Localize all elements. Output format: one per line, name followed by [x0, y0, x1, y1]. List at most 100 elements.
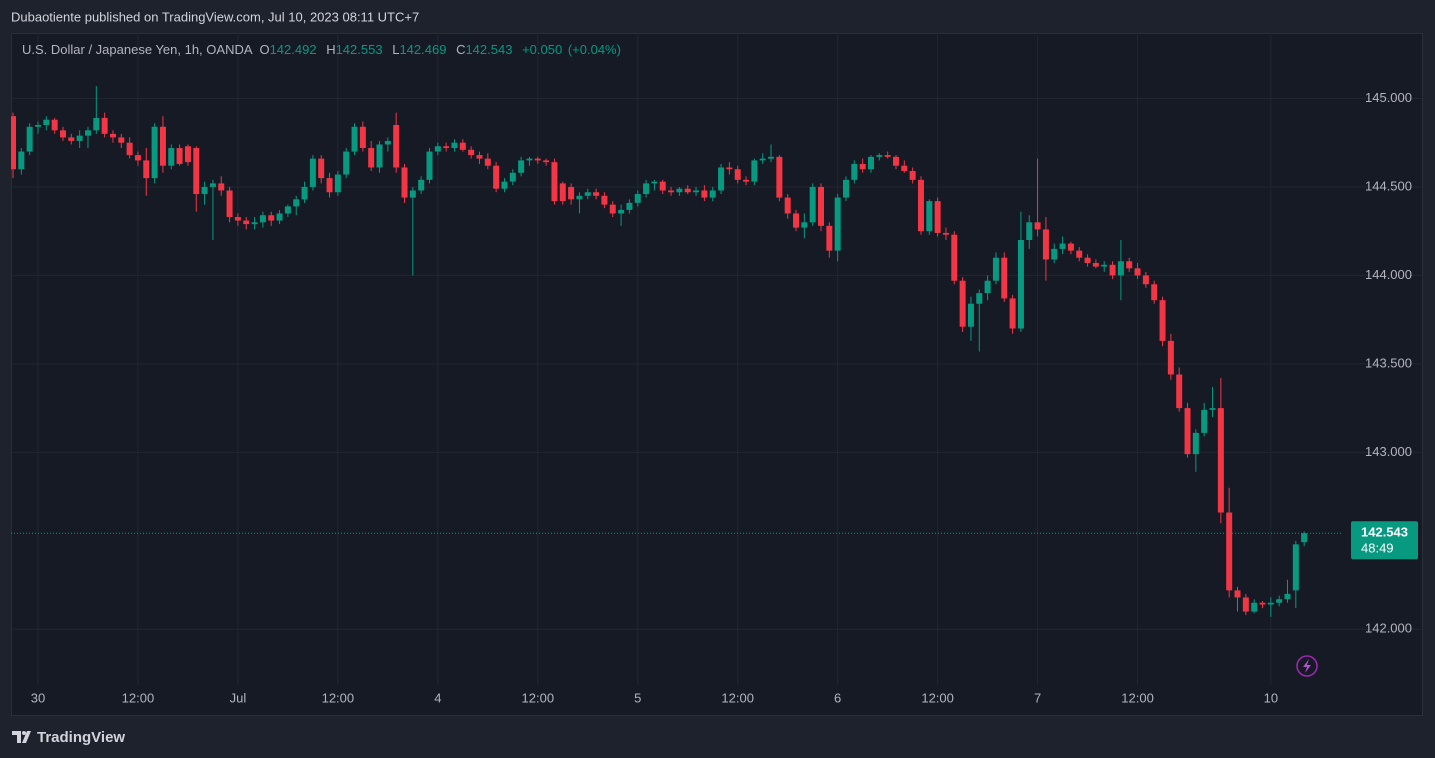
- candle-body: [859, 163, 866, 170]
- candle-body: [76, 135, 83, 141]
- candle-body: [101, 117, 108, 134]
- x-tick-label: Jul: [230, 690, 247, 705]
- x-tick-label: 7: [1034, 690, 1041, 705]
- candle-body: [784, 197, 791, 214]
- candle-body: [1017, 240, 1024, 329]
- candle-body: [201, 186, 208, 195]
- candle-body: [18, 151, 25, 170]
- candle-body: [684, 188, 691, 193]
- candle-body: [1217, 408, 1224, 513]
- candle-body: [726, 167, 733, 170]
- candle-body: [168, 148, 175, 166]
- candle-body: [1051, 248, 1058, 260]
- candle-body: [942, 232, 949, 235]
- candle-body: [43, 119, 50, 126]
- legend-label: H: [326, 42, 335, 57]
- candle-body: [1034, 222, 1041, 230]
- candle-body: [601, 195, 608, 205]
- candle-body: [1226, 512, 1233, 591]
- candle-body: [693, 190, 700, 193]
- candle-body: [1042, 229, 1049, 260]
- candle-body: [1267, 602, 1274, 605]
- brand-logo[interactable]: [12, 731, 31, 743]
- x-tick-label: 12:00: [921, 690, 954, 705]
- brand-name: TradingView: [37, 729, 125, 746]
- x-tick-label: 30: [31, 690, 45, 705]
- candle-body: [234, 217, 241, 221]
- candle-body: [426, 151, 433, 180]
- candle-body: [1067, 243, 1074, 251]
- legend-low: 142.469: [399, 42, 446, 57]
- candle-body: [643, 183, 650, 195]
- candle-body: [1242, 597, 1249, 612]
- candle-body: [743, 179, 750, 182]
- candle-body: [1259, 602, 1266, 605]
- legend-high: 142.553: [336, 42, 383, 57]
- x-tick-label: 12:00: [522, 690, 555, 705]
- candle-body: [1109, 264, 1116, 276]
- candle-body: [1201, 409, 1208, 433]
- legend-label: O: [259, 42, 269, 57]
- legend-change: +0.050: [522, 42, 562, 57]
- candle-body: [276, 213, 283, 221]
- candle-body: [834, 197, 841, 251]
- candle-body: [251, 222, 258, 225]
- candle-body: [134, 155, 141, 161]
- legend: U.S. Dollar / Japanese Yen, 1h, OANDA O1…: [22, 42, 621, 57]
- candle-body: [1126, 261, 1133, 269]
- x-tick-label: 4: [434, 690, 441, 705]
- legend-change-percent: (+0.04%): [568, 42, 621, 57]
- candle-body: [951, 234, 958, 281]
- candle-body: [1092, 263, 1099, 267]
- candle-body: [484, 158, 491, 166]
- chart-pane: [11, 33, 1423, 716]
- candle-body: [443, 146, 450, 149]
- symbol: U.S. Dollar / Japanese Yen, 1h, OANDA: [22, 42, 253, 57]
- candles: [11, 86, 1343, 617]
- x-tick-label: 12:00: [1121, 690, 1154, 705]
- candle-body: [709, 190, 716, 198]
- x-tick-label: 6: [834, 690, 841, 705]
- candle-body: [393, 125, 400, 168]
- candle-body: [793, 213, 800, 228]
- candle-body: [559, 183, 566, 202]
- candle-body: [959, 280, 966, 327]
- legend-open: 142.492: [270, 42, 317, 57]
- candle-body: [892, 156, 899, 166]
- publish-info: Dubaotiente published on TradingView.com…: [11, 9, 419, 24]
- candle-body: [118, 137, 125, 143]
- y-tick-label: 144.500: [1365, 178, 1412, 193]
- candle-body: [1167, 340, 1174, 375]
- grid: [11, 33, 1422, 685]
- candle-body: [493, 165, 500, 189]
- candle-body: [184, 146, 191, 163]
- candle-body: [651, 181, 658, 184]
- candle-body: [1276, 599, 1283, 603]
- candle-body: [126, 142, 133, 156]
- candle-body: [843, 179, 849, 198]
- candle-body: [409, 190, 416, 198]
- candle-body: [609, 204, 616, 214]
- candle-body: [626, 202, 633, 210]
- candle-body: [518, 160, 525, 173]
- candle-body: [701, 190, 708, 198]
- candle-body: [243, 220, 250, 225]
- candle-body: [867, 156, 874, 170]
- candle-body: [1009, 298, 1016, 329]
- candle-body: [84, 130, 91, 136]
- candle-body: [909, 171, 916, 180]
- x-tick-label: 12:00: [322, 690, 355, 705]
- candle-body: [1059, 243, 1066, 249]
- alert-icon[interactable]: [1296, 655, 1318, 677]
- candle-body: [884, 155, 891, 157]
- candle-body: [584, 192, 591, 196]
- candle-body: [676, 188, 683, 193]
- candle-body: [368, 148, 375, 168]
- candle-body: [509, 172, 516, 182]
- candle-body: [1134, 268, 1141, 276]
- candle-body: [93, 117, 100, 131]
- candle-body: [109, 133, 116, 138]
- candle-body: [451, 142, 458, 149]
- candle-body: [768, 156, 775, 159]
- y-tick-label: 143.500: [1365, 355, 1412, 370]
